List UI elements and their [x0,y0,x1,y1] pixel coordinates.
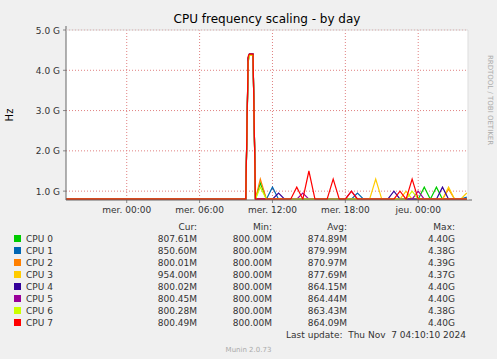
tick-label: 3.0 G [36,106,60,116]
series-line [66,54,467,199]
legend-stat: 877.69M [308,270,347,280]
y-label: Hz [4,109,15,122]
legend-stat: 850.60M [158,246,197,256]
tick-label: 4.0 G [36,66,60,76]
series-group [66,54,467,199]
legend-stat: 863.43M [308,306,347,316]
legend-swatch [14,283,21,290]
legend-stat: 4.40G [428,234,455,244]
legend-stat: 864.09M [308,318,347,328]
legend-stat: 4.38G [428,306,455,316]
legend-stat: 800.00M [233,258,272,268]
legend-label: CPU 6 [26,306,53,316]
legend-stat: 870.97M [308,258,347,268]
watermark: RRDTOOL / TOBI OETIKER [486,55,494,145]
legend-label: CPU 7 [26,318,53,328]
series-line [66,54,467,199]
legend-label: CPU 4 [26,282,53,292]
legend-stat: 800.49M [158,318,197,328]
series-line [66,54,467,199]
legend-stat: 800.45M [158,294,197,304]
frame [66,30,468,31]
legend-stat: 4.40G [428,282,455,292]
grid-line [66,191,468,192]
grid-line [66,30,468,31]
tick-label: mer. 00:00 [102,205,151,215]
grid-line [126,30,127,200]
legend-swatch [14,235,21,242]
legend-swatch [14,247,21,254]
plot-area [66,30,468,200]
series-line [66,54,467,199]
legend-stat: 800.00M [233,294,272,304]
tick-label: jeu. 00:00 [395,205,442,215]
legend-stat: 4.37G [428,270,455,280]
background [0,0,497,359]
legend-stat: 800.01M [158,258,197,268]
legend-swatch [14,271,21,278]
legend-header: Cur: [178,222,197,232]
last-update: Last update: Thu Nov 7 04:10:10 2024 [286,330,466,340]
grid-line [418,30,419,200]
legend-stat: 800.00M [233,318,272,328]
legend-stat: 800.00M [233,282,272,292]
legend-swatch [14,259,21,266]
legend-stat: 800.02M [158,282,197,292]
tick-label: 1.0 G [36,187,60,197]
grid-line [66,110,468,111]
tick-label: mer. 18:00 [321,205,370,215]
legend-stat: 874.89M [308,234,347,244]
legend-swatch [14,307,21,314]
legend-stat: 864.15M [308,282,347,292]
tick-label: mer. 06:00 [175,205,224,215]
footer: Munin 2.0.73 [226,346,272,354]
series-line [66,55,467,200]
legend-label: CPU 0 [26,234,53,244]
legend-label: CPU 2 [26,258,53,268]
grid-line [272,30,273,200]
title: CPU frequency scaling - by day [174,12,361,26]
legend-stat: 800.00M [233,306,272,316]
legend-stat: 800.28M [158,306,197,316]
legend-stat: 4.40G [428,318,455,328]
legend-stat: 807.61M [158,234,197,244]
frame [468,30,469,200]
legend-label: CPU 1 [26,246,53,256]
legend-stat: 800.00M [233,270,272,280]
legend-stat: 879.99M [308,246,347,256]
x-axis [66,200,472,201]
tick-label: 5.0 G [36,26,60,36]
legend-header: Min: [253,222,272,232]
tick-label: mer. 12:00 [248,205,297,215]
series-line [66,55,467,199]
legend-label: CPU 3 [26,270,53,280]
legend-stat: 800.00M [233,234,272,244]
chart: CPU frequency scaling - by day Hz RRDTOOL … [0,0,497,359]
legend-stat: 4.40G [428,294,455,304]
grid-line [199,30,200,200]
legend-header: Max: [433,222,455,232]
legend-swatch [14,319,21,326]
legend-stat: 4.39G [428,258,455,268]
legend-swatch [14,295,21,302]
legend-stat: 800.00M [233,246,272,256]
legend-stat: 864.44M [308,294,347,304]
grid-line [345,30,346,200]
legend-stat: 954.00M [158,270,197,280]
y-axis [66,26,67,200]
series-line [66,55,467,199]
tick-label: 2.0 G [36,146,60,156]
legend-stat: 4.38G [428,246,455,256]
legend-label: CPU 5 [26,294,53,304]
series-line [66,55,467,199]
legend-header: Avg: [327,222,347,232]
